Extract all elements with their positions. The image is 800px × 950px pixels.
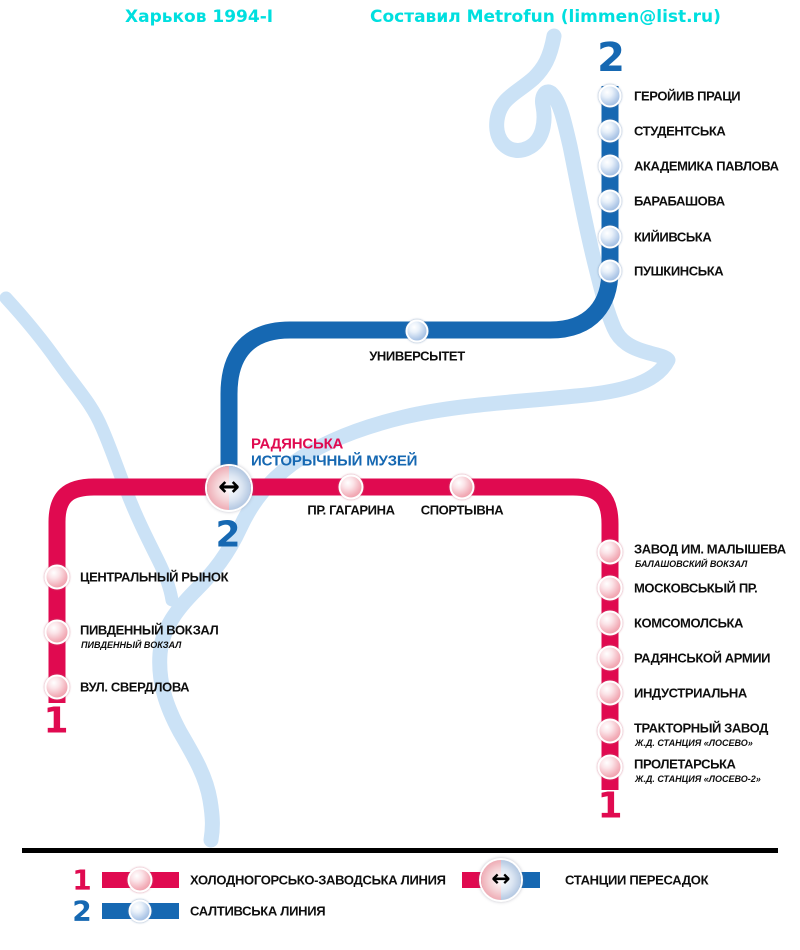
station-dot-proletarska xyxy=(597,754,623,780)
legend-transfer-half-red xyxy=(481,860,501,900)
station-label: КИЙИВСЬКА xyxy=(634,229,712,245)
station-label: СПОРТЫВНА xyxy=(420,502,504,518)
station-dot-universytet xyxy=(405,319,429,343)
station-dot-zavod-malysheva xyxy=(597,539,623,565)
station-dot-komsomolska xyxy=(597,610,623,636)
station-label: ПИВДЕННЫЙ ВОКЗАЛ xyxy=(80,622,219,638)
line2-marker-top: 2 xyxy=(597,35,625,81)
station-dot-akademika-pavlova xyxy=(598,154,622,178)
river-main xyxy=(152,28,676,848)
legend-line1-station-dot xyxy=(127,867,153,893)
station-dot-barabashova xyxy=(598,189,622,213)
line2-path xyxy=(220,86,619,489)
legend-line1-number: 1 xyxy=(72,863,92,897)
station-dot-kyivska xyxy=(598,225,622,249)
transfer-station-line2-name: ИСТОРЫЧНЫЙ МУЗЕЙ xyxy=(251,452,418,470)
line1-marker-right: 1 xyxy=(597,785,623,827)
legend-divider xyxy=(22,848,778,853)
legend-transfer-arrow-icon: ↔ xyxy=(491,865,511,892)
transfer-half-red xyxy=(207,466,229,510)
station-dot-radianskoi-armii xyxy=(597,645,623,671)
station-label: СТУДЕНТСЬКА xyxy=(634,123,726,139)
station-dot-moskovskyi-pr xyxy=(597,575,623,601)
legend-line2-number: 2 xyxy=(72,894,92,928)
station-label: УНИВЕРСЫТЕТ xyxy=(369,348,465,364)
station-label: ВУЛ. СВЕРДЛОВА xyxy=(80,679,190,695)
station-label: МОСКОВСЬКЫЙ ПР. xyxy=(634,580,758,596)
station-dot-vul-sverdlova xyxy=(44,674,70,700)
transfer-station-line1-name: РАДЯНСЬКА xyxy=(251,435,344,453)
station-label: ТРАКТОРНЫЙ ЗАВОД xyxy=(634,720,768,736)
legend-line1-label: ХОЛОДНОГОРСЬКО-ЗАВОДСЬКА ЛИНИЯ xyxy=(190,872,446,888)
station-sublabel: Ж.Д. СТАНЦИЯ «ЛОСЕВО-2» xyxy=(635,774,761,784)
station-label: КОМСОМОЛСЬКА xyxy=(634,615,744,631)
transfer-half-blue xyxy=(229,466,251,510)
legend-transfer-symbol: ↔ xyxy=(481,860,521,900)
legend-transfer-label: СТАНЦИИ ПЕРЕСАДОК xyxy=(565,872,709,888)
station-label: АКАДЕМИКА ПАВЛОВА xyxy=(634,158,779,174)
station-sublabel: ПИВДЕННЫЙ ВОКЗАЛ xyxy=(81,640,182,650)
station-dot-traktornyi-zavod xyxy=(597,718,623,744)
line2-marker-transfer: 2 xyxy=(215,514,241,556)
station-label: ПРОЛЕТАРСЬКА xyxy=(634,756,736,772)
legend-transfer-half-blue xyxy=(501,860,521,900)
legend-line2-label: САЛТИВСЬКА ЛИНИЯ xyxy=(190,903,326,919)
station-label: ПУШКИНСЬКА xyxy=(634,263,724,279)
station-dot-sportyvna xyxy=(449,474,475,500)
map-credit: Составил Metrofun (limmen@list.ru) xyxy=(370,7,721,27)
transfer-station-symbol: ↔ xyxy=(207,466,251,510)
station-sublabel: Ж.Д. СТАНЦИЯ «ЛОСЕВО» xyxy=(635,738,753,748)
map-title: Харьков 1994-I xyxy=(125,7,274,27)
station-dot-pivdennyi-vokzal xyxy=(44,619,70,645)
line1-path xyxy=(48,478,619,790)
station-label: ЗАВОД ИМ. МАЛЫШЕВА xyxy=(634,541,786,557)
station-label: ИНДУСТРИАЛЬНА xyxy=(634,685,747,701)
station-dot-heroyiv-pratsi xyxy=(598,84,622,108)
station-label: БАРАБАШОВА xyxy=(634,193,725,209)
station-dot-tsentralnyi-rynok xyxy=(44,564,70,590)
station-dot-pr-gagarina xyxy=(338,474,364,500)
station-dot-industrialna xyxy=(597,680,623,706)
transfer-arrow-icon: ↔ xyxy=(218,471,240,502)
station-dot-pushkinska xyxy=(598,259,622,283)
station-label: РАДЯНСЬКОЙ АРМИИ xyxy=(634,650,771,666)
station-label: ГЕРОЙИВ ПРАЦИ xyxy=(634,88,741,104)
station-dot-studentska xyxy=(598,119,622,143)
legend-line2-station-dot xyxy=(128,899,152,923)
river-branch xyxy=(0,291,179,607)
line1-marker-left: 1 xyxy=(43,700,69,742)
station-sublabel: БАЛАШОВСКИЙ ВОКЗАЛ xyxy=(635,559,748,569)
station-label: ПР. ГАГАРИНА xyxy=(307,502,395,518)
station-label: ЦЕНТРАЛЬНЫЙ РЫНОК xyxy=(80,569,229,585)
